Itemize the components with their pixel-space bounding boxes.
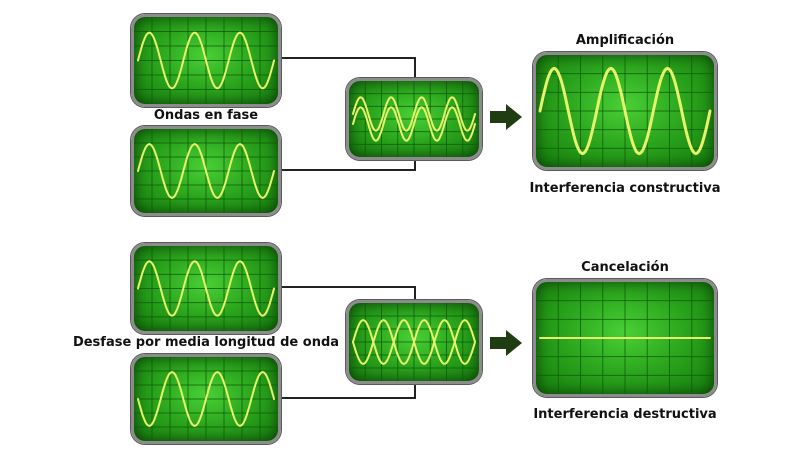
- wave-trace: [137, 371, 275, 427]
- arrow-right-icon: [490, 104, 522, 134]
- caption-destructive: Interferencia destructiva: [533, 407, 717, 422]
- scope-graph: [349, 81, 479, 157]
- arrow-right-icon: [490, 330, 522, 360]
- scope-graph: [134, 246, 278, 331]
- scope-wave-b-out-of-phase: [131, 354, 281, 444]
- wave-trace: [352, 96, 476, 132]
- scope-graph: [134, 357, 278, 441]
- caption-constructive: Interferencia constructiva: [529, 181, 721, 196]
- scope-cancelled: [533, 279, 717, 397]
- wave-trace: [137, 31, 275, 90]
- wave-trace: [137, 260, 275, 317]
- scope-graph: [349, 303, 479, 381]
- scope-wave-b-in-phase: [131, 126, 281, 216]
- label-amplification: Amplificación: [575, 33, 675, 48]
- wave-trace: [137, 143, 275, 199]
- wire-bottom-lower: [280, 382, 416, 399]
- scope-graph: [134, 17, 278, 104]
- scope-graph: [536, 55, 714, 167]
- wave-trace: [352, 106, 476, 142]
- scope-combined-out-of-phase: [346, 300, 482, 384]
- label-half-wavelength: Desfase por media longitud de onda: [72, 335, 340, 350]
- wave-trace: [352, 319, 476, 365]
- wire-top-upper: [280, 57, 416, 82]
- scope-wave-a-in-phase: [131, 14, 281, 107]
- scope-combined-in-phase: [346, 78, 482, 160]
- scope-graph: [536, 282, 714, 394]
- scope-graph: [134, 129, 278, 213]
- wire-top-lower: [280, 156, 416, 171]
- scope-wave-a-out-of-phase: [131, 243, 281, 334]
- label-in-phase: Ondas en fase: [153, 108, 259, 123]
- label-cancellation: Cancelación: [581, 260, 669, 275]
- wire-bottom-upper: [280, 286, 416, 304]
- scope-amplified: [533, 52, 717, 170]
- wave-trace: [538, 66, 712, 156]
